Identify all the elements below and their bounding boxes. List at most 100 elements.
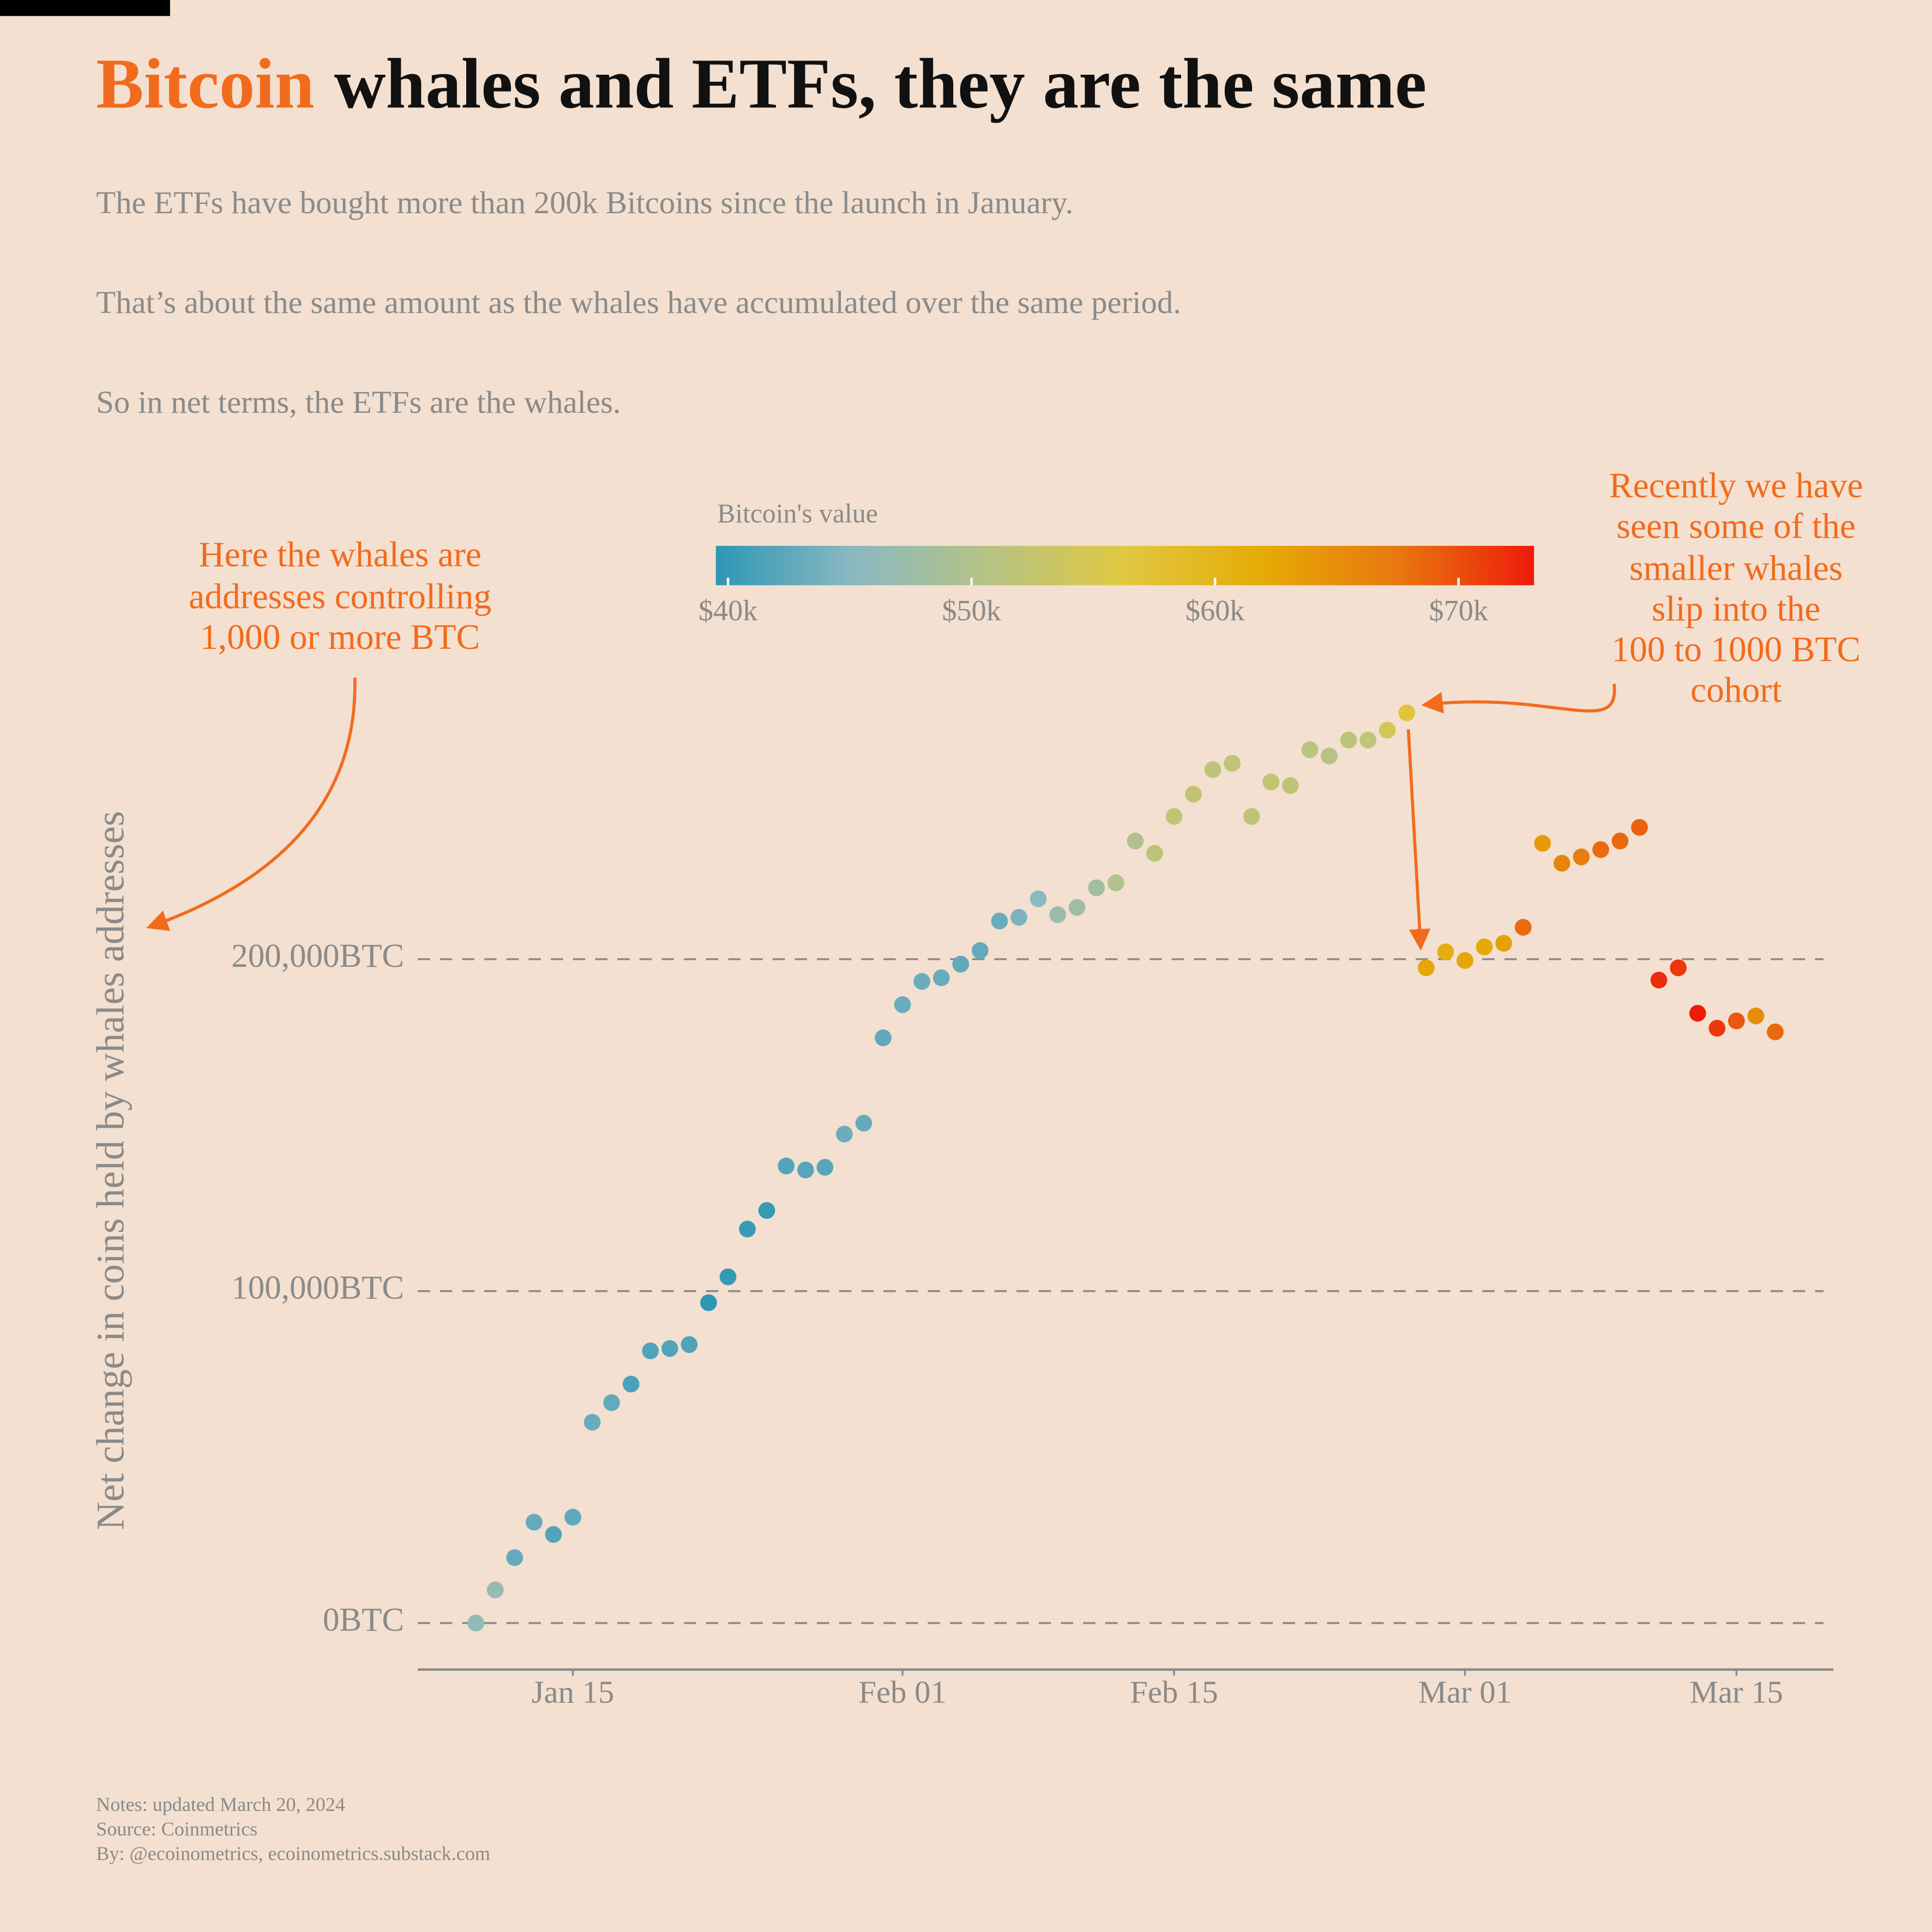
point: [603, 1394, 621, 1411]
point: [1321, 748, 1338, 765]
point: [1204, 761, 1221, 778]
point: [739, 1220, 756, 1238]
point: [836, 1126, 853, 1143]
x-tick-label: Jan 15: [532, 1675, 615, 1710]
point: [622, 1375, 640, 1393]
annotation-arrow: [1421, 683, 1616, 714]
annotation: addresses controlling: [189, 577, 491, 616]
annotation: Recently we have: [1609, 466, 1863, 505]
annotation: cohort: [1690, 671, 1781, 710]
point: [1379, 721, 1396, 739]
annotation: smaller whales: [1629, 549, 1843, 588]
point: [1127, 832, 1144, 850]
title-highlight: Bitcoin: [96, 44, 314, 123]
annotation-arrow: [1406, 729, 1431, 951]
point: [894, 996, 911, 1013]
point: [1243, 808, 1260, 825]
point: [1049, 906, 1067, 923]
point: [700, 1294, 717, 1311]
x-tick-label: Feb 01: [858, 1675, 947, 1710]
point: [1088, 879, 1105, 896]
corner-bar: [0, 0, 170, 16]
y-tick-label: 0BTC: [323, 1602, 404, 1638]
point: [642, 1342, 659, 1359]
point: [1418, 959, 1435, 977]
annotation: Here the whales are: [198, 535, 481, 575]
point: [1068, 899, 1086, 916]
point: [758, 1202, 775, 1219]
point: [1224, 755, 1241, 772]
x-tick-label: Mar 01: [1418, 1675, 1512, 1710]
subtitle: That’s about the same amount as the whal…: [96, 285, 1181, 320]
point: [1670, 959, 1687, 977]
point: [1340, 731, 1357, 749]
title-rest: whales and ETFs, they are the same: [334, 44, 1427, 123]
point: [1631, 818, 1648, 836]
point: [913, 973, 931, 990]
point: [545, 1526, 562, 1543]
point: [1747, 1007, 1765, 1025]
point: [564, 1508, 581, 1526]
x-tick-label: Mar 15: [1690, 1675, 1783, 1710]
point: [972, 942, 989, 959]
point: [467, 1615, 485, 1632]
subtitle: The ETFs have bought more than 200k Bitc…: [96, 185, 1073, 220]
point: [1437, 943, 1454, 960]
annotation: 100 to 1000 BTC: [1611, 630, 1861, 670]
point: [506, 1549, 523, 1566]
y-tick-label: 100,000BTC: [231, 1270, 404, 1307]
point: [1262, 773, 1280, 791]
note: Notes: updated March 20, 2024: [96, 1793, 345, 1815]
point: [778, 1157, 795, 1175]
point: [1398, 704, 1416, 721]
subtitle: So in net terms, the ETFs are the whales…: [96, 384, 621, 420]
colorbar: [715, 545, 1534, 586]
point: [681, 1336, 698, 1353]
point: [1456, 952, 1473, 969]
point: [1495, 935, 1512, 952]
point: [1301, 741, 1319, 759]
point: [797, 1161, 814, 1178]
point: [1650, 971, 1668, 989]
point: [583, 1413, 601, 1431]
point: [1514, 919, 1532, 936]
note: By: @ecoinometrics, ecoinometrics.substa…: [96, 1843, 490, 1864]
point: [875, 1029, 892, 1046]
point: [1534, 835, 1551, 852]
chart-title: Bitcoin whales and ETFs, they are the sam…: [96, 44, 1427, 123]
colorbar-tick-label: $60k: [1185, 594, 1245, 627]
point: [816, 1159, 834, 1176]
point: [526, 1514, 543, 1531]
point: [1573, 848, 1590, 865]
point: [661, 1340, 678, 1357]
annotation: 1,000 or more BTC: [200, 618, 480, 657]
point: [486, 1581, 504, 1598]
y-axis-label: Net change in coins held by whales addre…: [89, 811, 133, 1530]
point: [1689, 1004, 1706, 1022]
point: [952, 955, 970, 973]
point: [1611, 832, 1629, 850]
point: [1185, 786, 1202, 803]
point: [1728, 1012, 1745, 1030]
point: [1107, 874, 1124, 892]
point: [855, 1115, 872, 1132]
point: [991, 912, 1008, 930]
point: [1767, 1023, 1784, 1040]
annotation: slip into the: [1652, 589, 1820, 629]
y-tick-label: 200,000BTC: [231, 938, 404, 974]
point: [1165, 808, 1183, 825]
colorbar-tick-label: $70k: [1429, 594, 1489, 627]
point: [1553, 854, 1570, 872]
annotation: seen some of the: [1616, 507, 1855, 546]
x-tick-label: Feb 15: [1130, 1675, 1218, 1710]
point: [1146, 845, 1163, 862]
point: [1476, 938, 1493, 955]
point: [1282, 777, 1299, 794]
point: [932, 969, 950, 986]
point: [719, 1268, 737, 1285]
point: [1010, 908, 1027, 926]
colorbar-label: Bitcoin's value: [717, 498, 878, 528]
point: [1030, 890, 1047, 907]
